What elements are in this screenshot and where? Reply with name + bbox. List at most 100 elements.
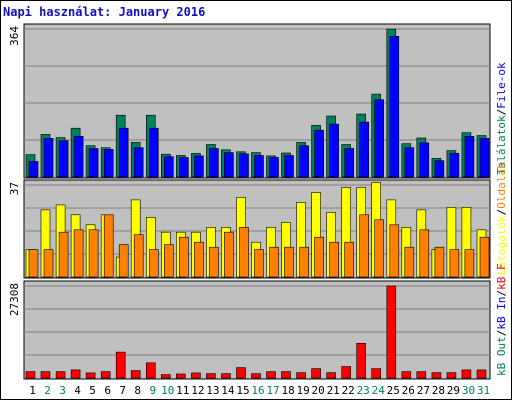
legend-entry: Találatok: [495, 115, 508, 175]
x-tick-label: 12: [191, 384, 204, 397]
bar-kbytes-1: [401, 371, 412, 379]
bar-pages-visits-2: [149, 249, 159, 278]
bar-kbytes-1: [85, 372, 96, 379]
bar-hits-files-2: [344, 148, 355, 178]
x-tick-label: 27: [417, 384, 430, 397]
bar-pages-visits-2: [209, 246, 219, 278]
bar-kbytes-1: [281, 371, 291, 379]
bar-pages-visits-2: [254, 249, 264, 278]
bar-hits-files-2: [254, 155, 264, 178]
bar-hits-files-2: [103, 149, 114, 178]
bar-hits-files-2: [194, 155, 204, 178]
x-tick-label: 19: [296, 384, 309, 397]
bar-kbytes-1: [161, 374, 171, 379]
x-tick-label: 7: [119, 384, 126, 397]
bar-hits-files-2: [133, 147, 144, 178]
x-tick-label: 3: [59, 384, 66, 397]
legend-pages-visits: Látogatók/Oldalak: [495, 162, 508, 275]
bar-kbytes-1: [25, 371, 36, 379]
x-tick-label: 20: [311, 384, 324, 397]
bar-kbytes-1: [461, 369, 472, 379]
x-tick-label: 5: [89, 384, 96, 397]
bar-kbytes-1: [55, 371, 66, 379]
bar-pages-visits-2: [434, 246, 445, 278]
bar-kbytes-1: [266, 371, 276, 379]
bar-hits-files-2: [284, 155, 294, 178]
bar-kbytes-1: [146, 362, 156, 379]
bar-hits-files-2: [404, 147, 415, 178]
x-tick-label: 11: [176, 384, 189, 397]
bar-hits-files-2: [179, 157, 189, 178]
bar-pages-visits-2: [464, 249, 475, 278]
bar-hits-files-2: [314, 129, 324, 178]
bar-pages-visits-2: [28, 249, 39, 278]
bar-kbytes-1: [386, 285, 397, 379]
bar-kbytes-1: [130, 370, 141, 379]
chart-title: Napi használat: January 2016: [3, 5, 206, 19]
bar-pages-visits-2: [299, 246, 309, 278]
bar-kbytes-1: [40, 371, 51, 379]
bar-hits-files-2: [434, 160, 445, 178]
legend-kbytes: kB Out/kB In/kB F: [495, 263, 508, 376]
x-tick-label: 24: [372, 384, 386, 397]
bar-kbytes-1: [476, 369, 487, 379]
bar-pages-visits-2: [344, 241, 355, 278]
y-axis-max-label: 364: [8, 26, 21, 46]
bar-pages-visits-2: [449, 249, 460, 278]
bar-hits-files-2: [164, 156, 174, 178]
bar-kbytes-1: [176, 373, 186, 379]
x-tick-label: 28: [432, 384, 445, 397]
bar-pages-visits-2: [284, 246, 294, 278]
bar-kbytes-1: [236, 367, 246, 379]
bar-pages-visits-2: [224, 231, 234, 278]
bar-kbytes-1: [100, 371, 111, 379]
bar-kbytes-1: [416, 371, 427, 379]
x-tick-label: 25: [387, 384, 400, 397]
bar-hits-files-2: [224, 152, 234, 178]
x-tick-label: 31: [477, 384, 490, 397]
bar-hits-files-2: [449, 153, 460, 178]
x-tick-label: 23: [357, 384, 370, 397]
bar-pages-visits-2: [73, 229, 84, 278]
y-axis-max-label: 37: [8, 182, 21, 195]
x-tick-label: 21: [327, 384, 340, 397]
panel-background: [23, 280, 491, 380]
x-tick-label: 14: [221, 384, 235, 397]
x-tick-label: 4: [74, 384, 81, 397]
bar-pages-visits-2: [359, 214, 370, 278]
bar-pages-visits-2: [179, 236, 189, 278]
bar-kbytes-1: [446, 372, 457, 379]
bar-hits-files-2: [88, 148, 99, 178]
bar-pages-visits-2: [194, 241, 204, 278]
bar-hits-files-2: [149, 127, 159, 178]
bar-pages-visits-2: [58, 231, 69, 278]
bar-pages-visits-2: [133, 234, 144, 278]
x-tick-label: 1: [29, 384, 36, 397]
bar-hits-files-2: [299, 145, 309, 178]
bar-pages-visits-2: [118, 244, 129, 278]
bar-hits-files-2: [239, 153, 249, 178]
bar-hits-files-2: [209, 148, 219, 178]
bar-kbytes-1: [311, 368, 321, 379]
x-tick-label: 15: [236, 384, 249, 397]
bar-kbytes-1: [356, 342, 367, 379]
bar-pages-visits-2: [419, 229, 430, 278]
bar-hits-files-2: [329, 123, 339, 178]
x-tick-label: 2: [44, 384, 51, 397]
bar-pages-visits-2: [43, 249, 54, 278]
bar-pages-visits-2: [164, 244, 174, 278]
x-tick-label: 17: [266, 384, 279, 397]
x-tick-label: 13: [206, 384, 219, 397]
bar-hits-files-2: [269, 157, 279, 178]
bar-hits-files-2: [464, 136, 475, 178]
bar-pages-visits-2: [329, 241, 339, 278]
x-tick-label: 8: [134, 384, 141, 397]
bar-kbytes-1: [251, 373, 261, 379]
x-tick-label: 16: [251, 384, 264, 397]
y-axis-max-label: 27308: [8, 283, 21, 316]
bar-pages-visits-2: [103, 214, 114, 278]
x-tick-label: 6: [104, 384, 111, 397]
bar-kbytes-1: [115, 351, 126, 379]
bar-kbytes-1: [206, 373, 216, 379]
bar-hits-files-2: [479, 138, 490, 178]
